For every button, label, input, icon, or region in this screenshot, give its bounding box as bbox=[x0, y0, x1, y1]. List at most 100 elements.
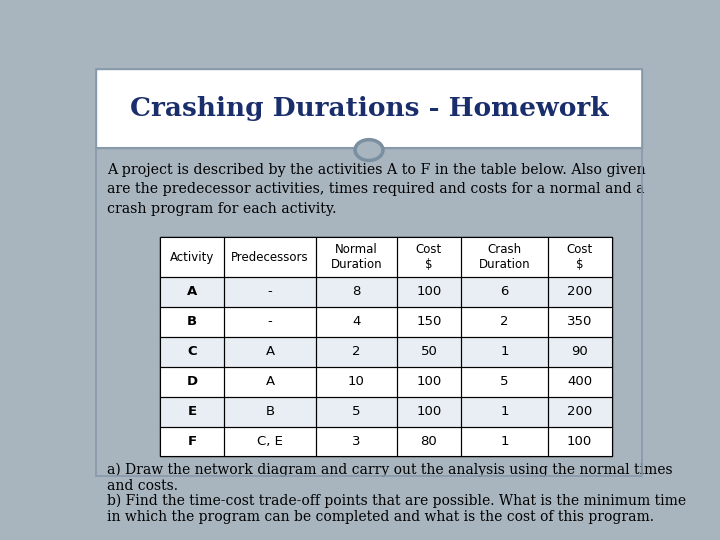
Bar bbox=[397, 396, 461, 427]
Circle shape bbox=[355, 140, 383, 160]
Text: 100: 100 bbox=[567, 435, 593, 448]
Text: are the predecessor activities, times required and costs for a normal and a: are the predecessor activities, times re… bbox=[107, 183, 644, 197]
Text: Cost
$: Cost $ bbox=[567, 243, 593, 271]
Bar bbox=[461, 238, 547, 277]
FancyBboxPatch shape bbox=[160, 238, 612, 277]
Bar bbox=[224, 396, 316, 427]
Text: -: - bbox=[268, 285, 272, 298]
Bar bbox=[224, 427, 316, 456]
Text: E: E bbox=[187, 405, 197, 418]
Bar bbox=[224, 277, 316, 307]
Bar bbox=[316, 307, 397, 337]
Bar bbox=[461, 367, 547, 396]
Text: 6: 6 bbox=[500, 285, 508, 298]
Bar bbox=[397, 427, 461, 456]
Bar bbox=[316, 367, 397, 396]
Bar bbox=[316, 238, 397, 277]
Text: 100: 100 bbox=[416, 375, 441, 388]
Text: 150: 150 bbox=[416, 315, 441, 328]
FancyBboxPatch shape bbox=[90, 65, 648, 481]
Bar bbox=[548, 307, 612, 337]
Bar bbox=[548, 427, 612, 456]
Bar bbox=[160, 396, 224, 427]
Bar bbox=[160, 367, 224, 396]
Bar bbox=[397, 307, 461, 337]
Bar bbox=[224, 238, 316, 277]
Bar bbox=[548, 396, 612, 427]
Bar bbox=[397, 238, 461, 277]
Bar bbox=[548, 277, 612, 307]
Text: 50: 50 bbox=[420, 345, 438, 358]
Text: D: D bbox=[186, 375, 197, 388]
Text: 5: 5 bbox=[352, 405, 361, 418]
Text: Predecessors: Predecessors bbox=[231, 251, 309, 264]
Bar bbox=[160, 337, 224, 367]
Bar bbox=[461, 307, 547, 337]
FancyBboxPatch shape bbox=[160, 367, 612, 396]
Text: Cost
$: Cost $ bbox=[416, 243, 442, 271]
Bar bbox=[548, 337, 612, 367]
Text: 3: 3 bbox=[352, 435, 361, 448]
FancyBboxPatch shape bbox=[96, 69, 642, 148]
Text: 2: 2 bbox=[352, 345, 361, 358]
Text: Activity: Activity bbox=[170, 251, 214, 264]
Text: 90: 90 bbox=[571, 345, 588, 358]
Text: Crashing Durations - Homework: Crashing Durations - Homework bbox=[130, 96, 608, 121]
Text: 80: 80 bbox=[420, 435, 437, 448]
Text: 100: 100 bbox=[416, 405, 441, 418]
Text: A: A bbox=[266, 345, 274, 358]
Text: -: - bbox=[268, 315, 272, 328]
FancyBboxPatch shape bbox=[160, 337, 612, 367]
FancyBboxPatch shape bbox=[160, 427, 612, 456]
Bar bbox=[160, 427, 224, 456]
Text: 200: 200 bbox=[567, 405, 593, 418]
Text: 8: 8 bbox=[352, 285, 361, 298]
Bar bbox=[224, 367, 316, 396]
Text: A: A bbox=[266, 375, 274, 388]
Bar bbox=[461, 396, 547, 427]
Text: B: B bbox=[186, 315, 197, 328]
Bar bbox=[224, 307, 316, 337]
Text: A: A bbox=[186, 285, 197, 298]
Bar bbox=[397, 277, 461, 307]
Bar bbox=[160, 277, 224, 307]
Bar bbox=[397, 367, 461, 396]
Bar bbox=[224, 337, 316, 367]
Bar bbox=[548, 367, 612, 396]
Bar bbox=[461, 427, 547, 456]
Text: crash program for each activity.: crash program for each activity. bbox=[107, 202, 336, 217]
Text: 1: 1 bbox=[500, 405, 508, 418]
Text: Crash
Duration: Crash Duration bbox=[479, 243, 530, 271]
Bar bbox=[461, 277, 547, 307]
Text: B: B bbox=[266, 405, 274, 418]
Text: 5: 5 bbox=[500, 375, 508, 388]
Text: C, E: C, E bbox=[257, 435, 283, 448]
Bar bbox=[316, 396, 397, 427]
Bar bbox=[316, 337, 397, 367]
Text: A project is described by the activities A to F in the table below. Also given: A project is described by the activities… bbox=[107, 163, 645, 177]
Bar bbox=[316, 277, 397, 307]
Bar bbox=[160, 238, 224, 277]
Text: b) Find the time-cost trade-off points that are possible. What is the minimum ti: b) Find the time-cost trade-off points t… bbox=[107, 494, 686, 524]
Bar bbox=[461, 337, 547, 367]
Text: 1: 1 bbox=[500, 435, 508, 448]
FancyBboxPatch shape bbox=[160, 277, 612, 307]
FancyBboxPatch shape bbox=[160, 307, 612, 337]
Bar bbox=[316, 427, 397, 456]
FancyBboxPatch shape bbox=[160, 396, 612, 427]
Text: 4: 4 bbox=[352, 315, 361, 328]
Text: 100: 100 bbox=[416, 285, 441, 298]
Bar bbox=[548, 238, 612, 277]
FancyBboxPatch shape bbox=[160, 238, 612, 456]
Text: F: F bbox=[187, 435, 197, 448]
Text: 200: 200 bbox=[567, 285, 593, 298]
Text: a) Draw the network diagram and carry out the analysis using the normal times
an: a) Draw the network diagram and carry ou… bbox=[107, 463, 672, 494]
Bar bbox=[160, 307, 224, 337]
Text: Normal
Duration: Normal Duration bbox=[330, 243, 382, 271]
Text: 10: 10 bbox=[348, 375, 365, 388]
Text: 2: 2 bbox=[500, 315, 508, 328]
Bar bbox=[397, 337, 461, 367]
Text: 350: 350 bbox=[567, 315, 593, 328]
Text: 400: 400 bbox=[567, 375, 593, 388]
Text: 1: 1 bbox=[500, 345, 508, 358]
